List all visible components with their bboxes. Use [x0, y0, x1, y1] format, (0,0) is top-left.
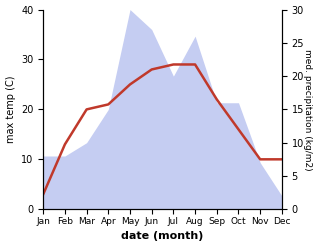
X-axis label: date (month): date (month): [121, 231, 204, 242]
Y-axis label: med. precipitation (kg/m2): med. precipitation (kg/m2): [303, 49, 313, 170]
Y-axis label: max temp (C): max temp (C): [5, 76, 16, 143]
